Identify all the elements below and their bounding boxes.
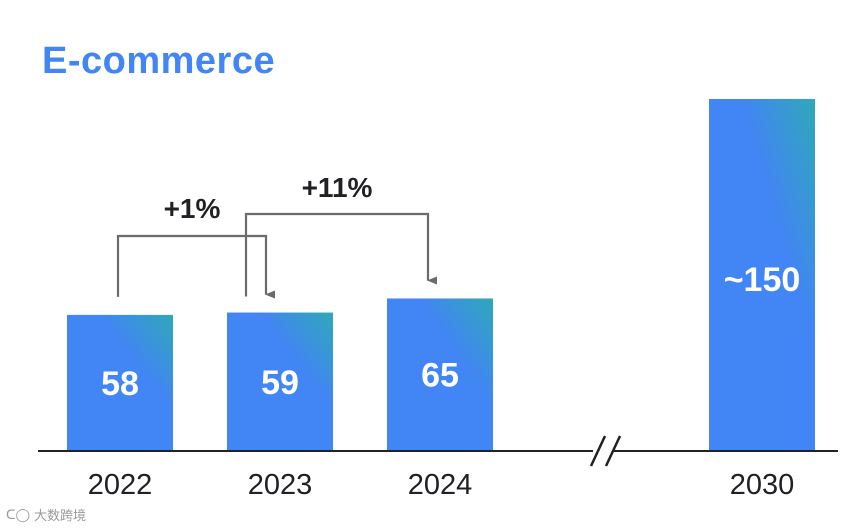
growth-arrow-2023-2024: [244, 212, 437, 297]
bar-2023: [227, 312, 333, 451]
chart-title: E-commerce: [42, 40, 276, 82]
x-tick-label-2023: 2023: [248, 469, 313, 501]
growth-label-2023-2024: +11%: [302, 172, 373, 203]
growth-arrow-2022-2023: [116, 234, 275, 299]
x-tick-label-2024: 2024: [408, 469, 473, 501]
x-tick-label-2022: 2022: [88, 469, 153, 501]
axis-break-mark-2: [604, 435, 622, 467]
growth-label-2022-2023: +1%: [164, 193, 221, 224]
bar-2024: [387, 298, 493, 451]
bar-value-label-2030: ~150: [724, 261, 801, 299]
bar-2022: [67, 314, 173, 451]
bar-value-label-2022: 58: [101, 365, 139, 403]
bar-2030: [709, 99, 815, 451]
watermark: ᑕ◯ 大数跨境: [6, 505, 86, 524]
axis-break-mark-1: [589, 435, 607, 467]
x-tick-label-2030: 2030: [730, 469, 795, 501]
watermark-logo-icon: ᑕ◯: [6, 506, 31, 522]
watermark-text: 大数跨境: [34, 508, 87, 523]
bar-value-label-2023: 59: [261, 364, 299, 402]
bar-value-label-2024: 65: [421, 357, 459, 395]
